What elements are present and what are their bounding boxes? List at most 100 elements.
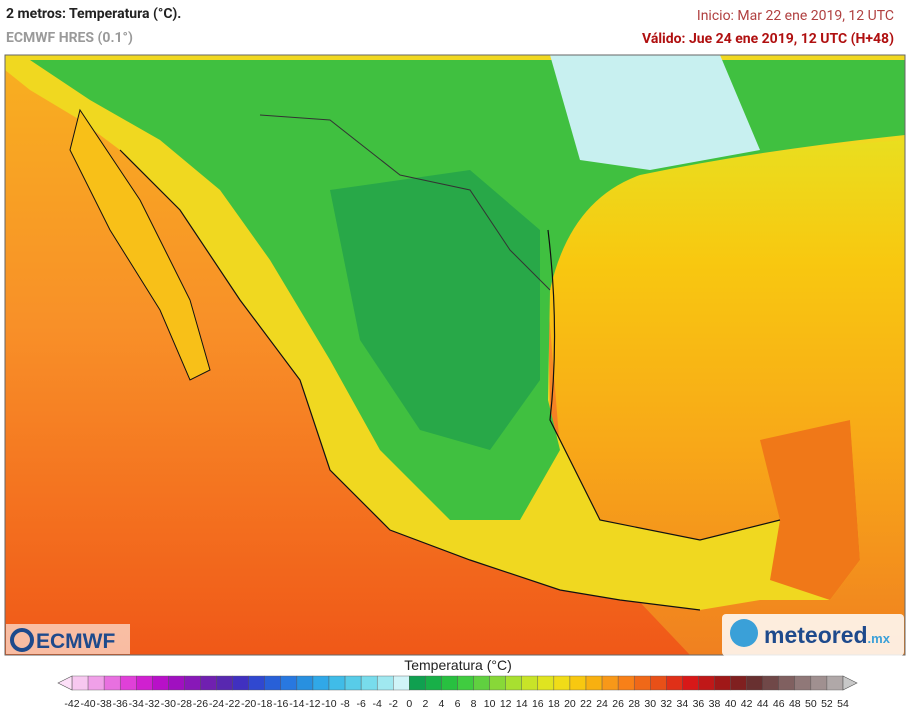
color-cell	[71, 675, 89, 691]
ecmwf-logo: ECMWF	[6, 624, 130, 654]
color-cell	[778, 675, 796, 691]
color-cell	[216, 675, 233, 691]
color-cell	[746, 675, 763, 691]
tick-label: 8	[471, 698, 477, 710]
tick-label: -4	[373, 698, 382, 710]
map-area	[4, 54, 906, 656]
tick-label: 40	[725, 698, 737, 710]
color-cell	[489, 675, 506, 691]
color-cell	[425, 675, 442, 691]
tick-label: 18	[548, 698, 560, 710]
land-cold	[550, 55, 760, 170]
tick-label: 12	[500, 698, 512, 710]
border	[259, 114, 551, 291]
coastline	[119, 149, 701, 611]
color-cell	[441, 675, 458, 691]
tick-label: 54	[837, 698, 849, 710]
tick-label: -24	[209, 698, 224, 710]
tick-label: 6	[455, 698, 461, 710]
color-cell	[344, 675, 362, 691]
tick-label: -6	[356, 698, 365, 710]
tick-label: 14	[516, 698, 528, 710]
color-cell	[601, 675, 619, 691]
tick-label: 38	[709, 698, 721, 710]
tick-label: -34	[129, 698, 144, 710]
color-cell	[119, 675, 137, 691]
tick-label: -12	[305, 698, 320, 710]
logo-bg	[722, 614, 904, 656]
low-end	[57, 675, 73, 691]
color-cell	[312, 675, 330, 691]
color-cell	[393, 675, 410, 691]
color-cell	[473, 675, 490, 691]
color-cell	[569, 675, 587, 691]
model-name: ECMWF HRES (0.1°)	[6, 30, 133, 46]
color-cell	[650, 675, 667, 691]
logo-icon	[10, 628, 34, 652]
tick-label: -42	[64, 698, 79, 710]
tick-label: -8	[340, 698, 349, 710]
tick-label: 30	[644, 698, 656, 710]
tick-label: -20	[241, 698, 256, 710]
tick-label: -14	[289, 698, 304, 710]
color-cell	[296, 675, 314, 691]
valid-time: Válido: Jue 24 ene 2019, 12 UTC (H+48)	[642, 31, 894, 47]
color-cell	[376, 675, 394, 691]
tick-label: -22	[225, 698, 240, 710]
color-cell	[200, 675, 217, 691]
tick-label: 48	[789, 698, 801, 710]
color-cell	[698, 675, 715, 691]
logo-suffix: .mx	[868, 631, 891, 646]
color-cell	[633, 675, 651, 691]
color-cell	[794, 675, 812, 691]
init-time: Inicio: Mar 22 ene 2019, 12 UTC	[696, 8, 894, 24]
tick-label: 32	[660, 698, 672, 710]
color-cell	[826, 675, 844, 691]
tick-label: 2	[422, 698, 428, 710]
tick-label: 0	[406, 698, 412, 710]
high-end	[842, 675, 858, 691]
color-cell	[714, 675, 731, 691]
baja	[69, 108, 211, 381]
color-cell	[248, 675, 265, 691]
color-cell	[184, 675, 201, 691]
tick-label: 10	[484, 698, 496, 710]
tick-label: 52	[821, 698, 833, 710]
tick-label: 28	[628, 698, 640, 710]
color-cell	[762, 675, 779, 691]
logo-text: meteored.mx	[764, 622, 891, 648]
logo-text: ECMWF	[36, 630, 115, 653]
tick-label: 4	[439, 698, 445, 710]
coastline	[547, 229, 781, 541]
map-title: 2 metros: Temperatura (°C).	[6, 6, 182, 22]
color-cell	[328, 675, 346, 691]
tick-label: -30	[161, 698, 176, 710]
tick-label: -32	[145, 698, 160, 710]
tick-label: -38	[97, 698, 112, 710]
map-frame	[4, 54, 906, 656]
color-cell	[521, 675, 539, 691]
tick-label: 36	[693, 698, 705, 710]
color-cell	[682, 675, 699, 691]
color-cell	[810, 675, 828, 691]
tick-label: 34	[677, 698, 689, 710]
logo-icon	[730, 619, 758, 647]
tick-label: -2	[389, 698, 398, 710]
color-cell	[553, 675, 571, 691]
color-cell	[457, 675, 474, 691]
color-cell	[87, 675, 105, 691]
color-cell	[264, 675, 282, 691]
tick-label: -36	[113, 698, 128, 710]
colorbar: -42 -40 -38 -36 -34 -32 -30 -28 -26 -24 -22 -20 -18-…	[57, 675, 858, 710]
color-cell	[168, 675, 185, 691]
tick-label: -28	[177, 698, 192, 710]
tick-label: 26	[612, 698, 624, 710]
color-cell	[666, 675, 683, 691]
color-cell	[617, 675, 635, 691]
tick-label: -40	[80, 698, 95, 710]
tick-label: -26	[193, 698, 208, 710]
logo-name: meteored	[764, 622, 868, 648]
color-cell	[360, 675, 378, 691]
color-cell	[585, 675, 603, 691]
